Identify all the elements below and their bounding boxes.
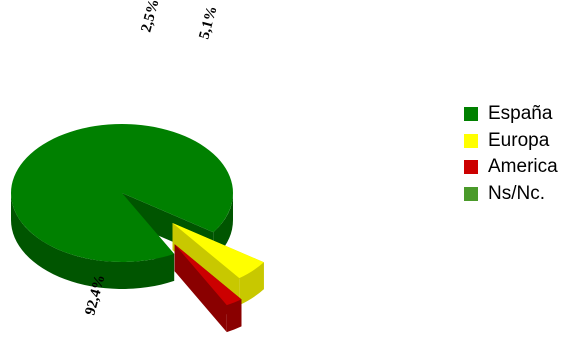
pie-slice-europa [172,223,264,306]
legend-item-nsnc: Ns/Nc. [464,181,558,208]
legend-swatch-america [464,160,478,175]
legend-label-europa: Europa [488,129,550,151]
pie-side-wall [213,193,233,260]
legend-label-espana: España [488,103,553,125]
pie-top-face [172,223,264,279]
legend-item-europa: Europa [464,128,558,155]
legend-label-america: America [488,156,558,178]
chart-legend: España Europa America Ns/Nc. [464,101,558,207]
pie-side-wall [11,193,175,289]
pie-top-face [174,244,242,306]
legend-label-nsnc: Ns/Nc. [488,182,545,204]
legend-swatch-nsnc [464,186,478,201]
legend-item-america: America [464,154,558,181]
pie-slice-america [174,244,242,333]
data-label-america: 2,5% [138,0,162,34]
pie-top-face [10,124,233,262]
legend-swatch-espana [464,107,478,122]
legend-swatch-europa [464,133,478,148]
data-label-europa: 5,1% [196,4,220,41]
legend-item-espana: España [464,101,558,128]
pie-cut-wall [174,244,227,333]
